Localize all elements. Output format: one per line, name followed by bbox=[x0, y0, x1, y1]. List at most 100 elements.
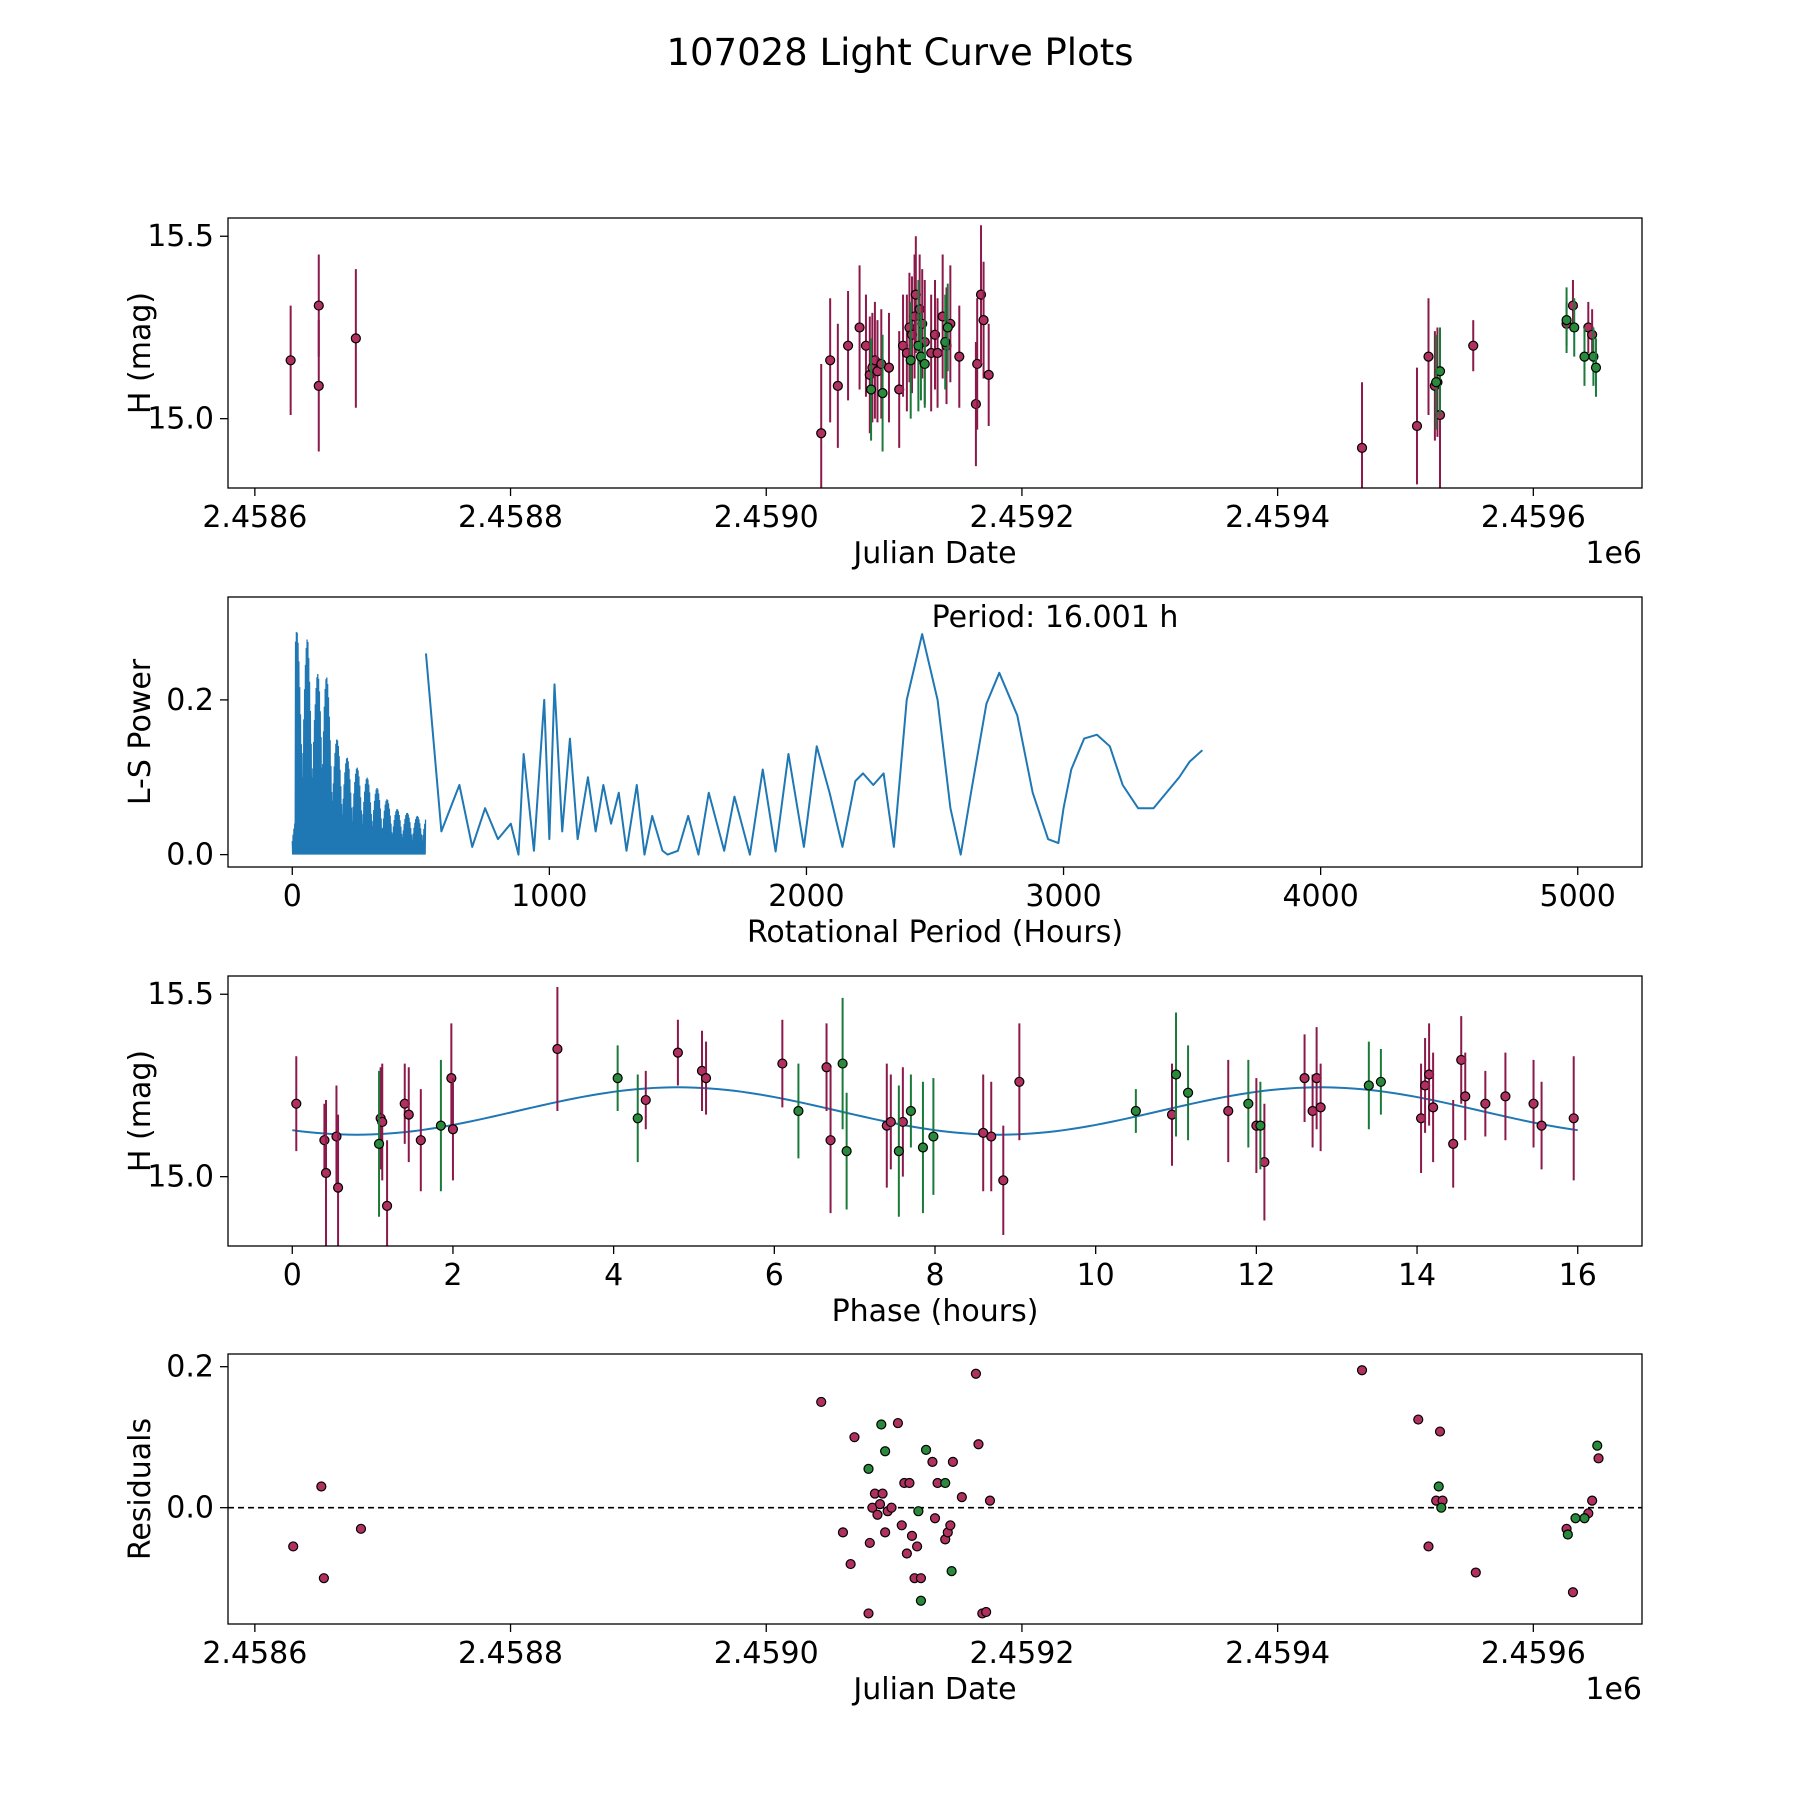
x-tick-label: 2 bbox=[443, 1258, 462, 1293]
purple-data-point bbox=[1593, 1453, 1604, 1464]
green-data-point bbox=[880, 1446, 891, 1457]
purple-data-point bbox=[350, 333, 361, 344]
green-data-point bbox=[1433, 1481, 1444, 1492]
x-tick-label: 2.4594 bbox=[1225, 500, 1330, 535]
y-axis-label: L-S Power bbox=[123, 658, 158, 805]
green-data-point bbox=[1579, 1513, 1590, 1524]
purple-data-point bbox=[1356, 1365, 1368, 1376]
purple-data-point bbox=[447, 1124, 459, 1135]
purple-data-point bbox=[1428, 1102, 1439, 1113]
purple-data-point bbox=[945, 1520, 956, 1531]
green-data-point bbox=[1436, 1502, 1447, 1513]
green-data-point bbox=[1570, 1513, 1581, 1524]
plot-area bbox=[228, 1365, 1642, 1619]
figure-title: 107028 Light Curve Plots bbox=[666, 31, 1133, 74]
y-axis-label: H (mag) bbox=[123, 292, 158, 414]
green-data-point bbox=[1243, 1098, 1254, 1109]
purple-data-point bbox=[885, 1116, 896, 1128]
y-axis-label: Residuals bbox=[123, 1418, 158, 1560]
purple-data-point bbox=[331, 1131, 342, 1142]
y-tick-label: 15.0 bbox=[147, 1160, 214, 1195]
x-tick-label: 2.4590 bbox=[714, 500, 819, 535]
green-data-point bbox=[1182, 1087, 1194, 1098]
x-axis-label: Julian Date bbox=[851, 536, 1016, 571]
y-tick-label: 0.0 bbox=[166, 1491, 214, 1526]
x-tick-label: 2.4588 bbox=[458, 1636, 563, 1671]
purple-data-point bbox=[1500, 1091, 1511, 1102]
panel-phased: 0 2 4 6 8 10 12 14 16 15.0 15.5 Phase (hours) H (mag… bbox=[123, 975, 1643, 1329]
green-data-point bbox=[1592, 1440, 1603, 1451]
y-tick-label: 0.2 bbox=[166, 683, 214, 718]
green-data-point bbox=[1431, 377, 1442, 388]
green-data-point bbox=[1562, 1529, 1573, 1540]
purple-data-point bbox=[886, 1502, 897, 1513]
purple-data-point bbox=[1315, 1102, 1326, 1113]
purple-data-point bbox=[901, 1548, 912, 1559]
panel-lightcurve: 2.4586 2.4588 2.4590 2.4592 2.4594 2.4596 15.0… bbox=[123, 217, 1643, 571]
x-offset-text: 1e6 bbox=[1585, 536, 1642, 571]
purple-data-point bbox=[355, 1523, 367, 1534]
model-curve bbox=[292, 1086, 1578, 1136]
purple-data-point bbox=[915, 1573, 927, 1584]
purple-data-point bbox=[825, 1135, 836, 1146]
purple-data-point bbox=[825, 355, 836, 366]
purple-data-point bbox=[415, 1135, 426, 1146]
green-data-point bbox=[915, 1595, 927, 1606]
purple-data-point bbox=[906, 1530, 918, 1541]
green-data-point bbox=[942, 322, 953, 333]
green-data-point bbox=[865, 384, 877, 395]
y-tick-label: 15.5 bbox=[147, 977, 214, 1012]
purple-data-point bbox=[947, 1456, 958, 1467]
y-tick-label: 15.0 bbox=[147, 402, 214, 437]
purple-data-point bbox=[1448, 1138, 1459, 1149]
purple-data-point bbox=[849, 1432, 860, 1443]
periodogram-dense-segment bbox=[291, 632, 427, 855]
purple-data-point bbox=[912, 1541, 923, 1552]
green-data-point bbox=[946, 1566, 957, 1577]
purple-data-point bbox=[1460, 1091, 1471, 1102]
purple-data-point bbox=[986, 1131, 997, 1142]
purple-data-point bbox=[319, 1135, 330, 1146]
purple-data-point bbox=[973, 1439, 984, 1450]
purple-data-point bbox=[316, 1481, 327, 1492]
purple-data-point bbox=[332, 1182, 344, 1193]
purple-data-point bbox=[672, 1047, 684, 1058]
plot-area bbox=[291, 632, 1204, 856]
purple-data-point bbox=[403, 1109, 414, 1120]
purple-data-point bbox=[318, 1573, 329, 1584]
green-data-point bbox=[1579, 351, 1590, 362]
x-tick-label: 2.4594 bbox=[1225, 1636, 1330, 1671]
y-tick-label: 0.0 bbox=[166, 838, 214, 873]
x-tick-label: 2.4596 bbox=[1481, 1636, 1586, 1671]
purple-data-point bbox=[1528, 1098, 1539, 1109]
x-offset-text: 1e6 bbox=[1585, 1672, 1642, 1707]
purple-data-point bbox=[845, 1558, 856, 1570]
purple-data-point bbox=[313, 300, 324, 311]
green-data-point bbox=[913, 1506, 924, 1517]
x-tick-label: 2.4590 bbox=[714, 1636, 819, 1671]
green-data-point bbox=[1375, 1076, 1386, 1087]
purple-data-point bbox=[313, 380, 324, 391]
panel-residuals: 2.4586 2.4588 2.4590 2.4592 2.4594 2.4596 0.0 0… bbox=[123, 1350, 1643, 1707]
purple-data-point bbox=[1413, 1414, 1424, 1425]
purple-data-point bbox=[1587, 1495, 1598, 1506]
purple-data-point bbox=[904, 1477, 915, 1489]
purple-data-point bbox=[1536, 1120, 1547, 1131]
x-tick-label: 2.4586 bbox=[202, 500, 307, 535]
green-data-point bbox=[1363, 1080, 1374, 1091]
purple-data-point bbox=[816, 428, 827, 439]
green-data-point bbox=[1569, 322, 1580, 333]
purple-data-point bbox=[842, 340, 854, 351]
x-tick-label: 2.4588 bbox=[458, 500, 563, 535]
purple-data-point bbox=[929, 1513, 941, 1524]
purple-data-point bbox=[777, 1058, 788, 1069]
green-data-point bbox=[928, 1131, 939, 1142]
green-data-point bbox=[373, 1138, 385, 1149]
x-tick-label: 2000 bbox=[768, 879, 844, 914]
purple-data-point bbox=[640, 1094, 651, 1106]
purple-data-point bbox=[863, 1608, 874, 1619]
x-tick-label: 3000 bbox=[1025, 879, 1101, 914]
green-data-point bbox=[1255, 1120, 1266, 1131]
green-data-point bbox=[435, 1120, 447, 1131]
